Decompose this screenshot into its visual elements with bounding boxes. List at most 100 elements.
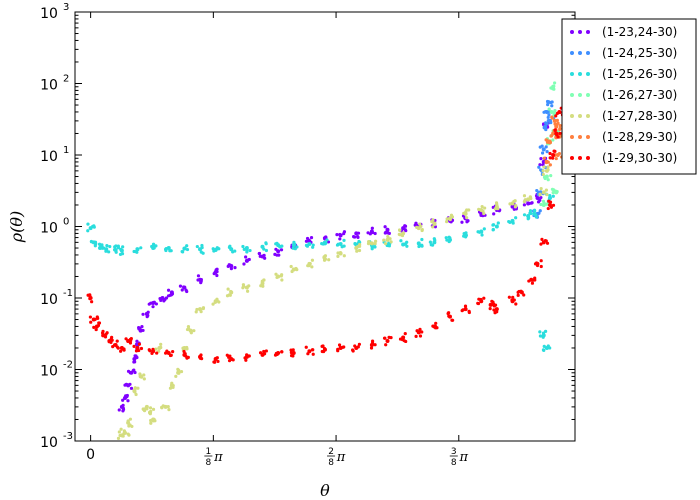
data-point	[307, 238, 311, 242]
legend-item: (1-26,27-30)	[570, 88, 677, 102]
data-point	[229, 289, 233, 294]
data-point	[462, 211, 466, 215]
legend-marker	[586, 72, 590, 76]
y-tick-label: 10 1	[40, 145, 69, 165]
y-axis-label: ρ(θ)	[7, 211, 26, 244]
data-point	[133, 387, 137, 391]
data-point	[322, 258, 327, 262]
data-point	[201, 306, 205, 311]
data-point	[275, 352, 279, 356]
data-point	[262, 253, 266, 257]
data-point	[476, 301, 481, 306]
legend-marker	[578, 93, 582, 97]
data-point	[199, 278, 203, 282]
data-point	[342, 230, 347, 234]
data-point	[467, 310, 471, 315]
data-point	[545, 140, 550, 144]
data-point	[356, 234, 360, 239]
data-point	[292, 240, 296, 244]
data-point	[558, 123, 562, 128]
data-point	[244, 358, 248, 362]
data-point	[539, 186, 543, 191]
data-point	[551, 203, 556, 207]
data-point	[450, 318, 454, 322]
data-point	[542, 165, 546, 169]
data-point	[170, 382, 174, 387]
data-point	[186, 325, 191, 329]
data-point	[228, 354, 232, 358]
data-point	[366, 231, 370, 235]
data-point	[547, 113, 551, 117]
data-point	[171, 350, 175, 354]
data-point	[513, 199, 517, 203]
plot-frame	[74, 11, 576, 442]
data-point	[305, 244, 310, 248]
data-point	[373, 241, 377, 246]
data-point	[389, 240, 393, 244]
data-point	[96, 323, 101, 328]
data-point	[546, 119, 550, 123]
data-point	[517, 289, 521, 294]
data-point	[530, 281, 535, 285]
data-point	[150, 244, 154, 249]
svg-text:8: 8	[205, 458, 211, 468]
data-point	[399, 239, 403, 243]
data-point	[242, 262, 246, 266]
data-point	[527, 216, 531, 220]
data-point	[552, 118, 557, 123]
data-point	[542, 348, 546, 352]
svg-text:0: 0	[63, 217, 69, 228]
data-point	[120, 252, 125, 256]
data-point	[111, 344, 115, 349]
data-point	[186, 355, 190, 359]
data-point	[304, 239, 309, 243]
data-point	[279, 248, 284, 252]
data-point	[149, 418, 153, 423]
data-point	[121, 434, 125, 438]
data-point	[549, 134, 554, 138]
svg-text:10: 10	[40, 149, 58, 165]
data-point	[128, 341, 133, 345]
data-point	[127, 433, 131, 437]
data-point	[291, 268, 295, 272]
data-point	[241, 283, 246, 287]
data-point	[310, 258, 315, 262]
data-point	[448, 217, 452, 222]
data-point	[154, 244, 158, 248]
data-point	[291, 246, 295, 250]
data-point	[547, 107, 551, 111]
data-point	[336, 251, 340, 255]
series-6	[86, 106, 565, 364]
y-tick-label: 10 -3	[40, 431, 73, 451]
data-point	[264, 242, 268, 246]
data-point	[93, 244, 97, 248]
data-point	[419, 224, 423, 229]
data-point	[342, 254, 346, 258]
legend-item: (1-27,28-30)	[570, 109, 677, 123]
data-point	[226, 287, 230, 291]
data-point	[510, 219, 514, 224]
svg-text:2: 2	[63, 74, 69, 85]
data-point	[92, 325, 96, 329]
svg-text:8: 8	[328, 458, 334, 468]
data-point	[403, 332, 407, 336]
data-point	[542, 156, 546, 160]
data-point	[514, 204, 518, 208]
data-point	[274, 272, 278, 276]
data-point	[544, 127, 548, 132]
data-point	[548, 156, 552, 160]
data-point	[351, 348, 355, 352]
data-point	[477, 207, 481, 211]
data-point	[543, 239, 548, 243]
data-point	[373, 343, 377, 347]
data-point	[431, 324, 435, 328]
data-point	[516, 293, 520, 297]
svg-text:3: 3	[63, 2, 69, 13]
legend-marker	[578, 72, 582, 76]
data-point	[384, 343, 388, 347]
data-point	[100, 246, 104, 250]
svg-text:-1: -1	[63, 288, 73, 299]
legend: (1-23,24-30) (1-24,25-30) (1-25,26-30) (1-2…	[561, 18, 697, 175]
data-point	[492, 212, 496, 216]
data-point	[358, 240, 362, 244]
